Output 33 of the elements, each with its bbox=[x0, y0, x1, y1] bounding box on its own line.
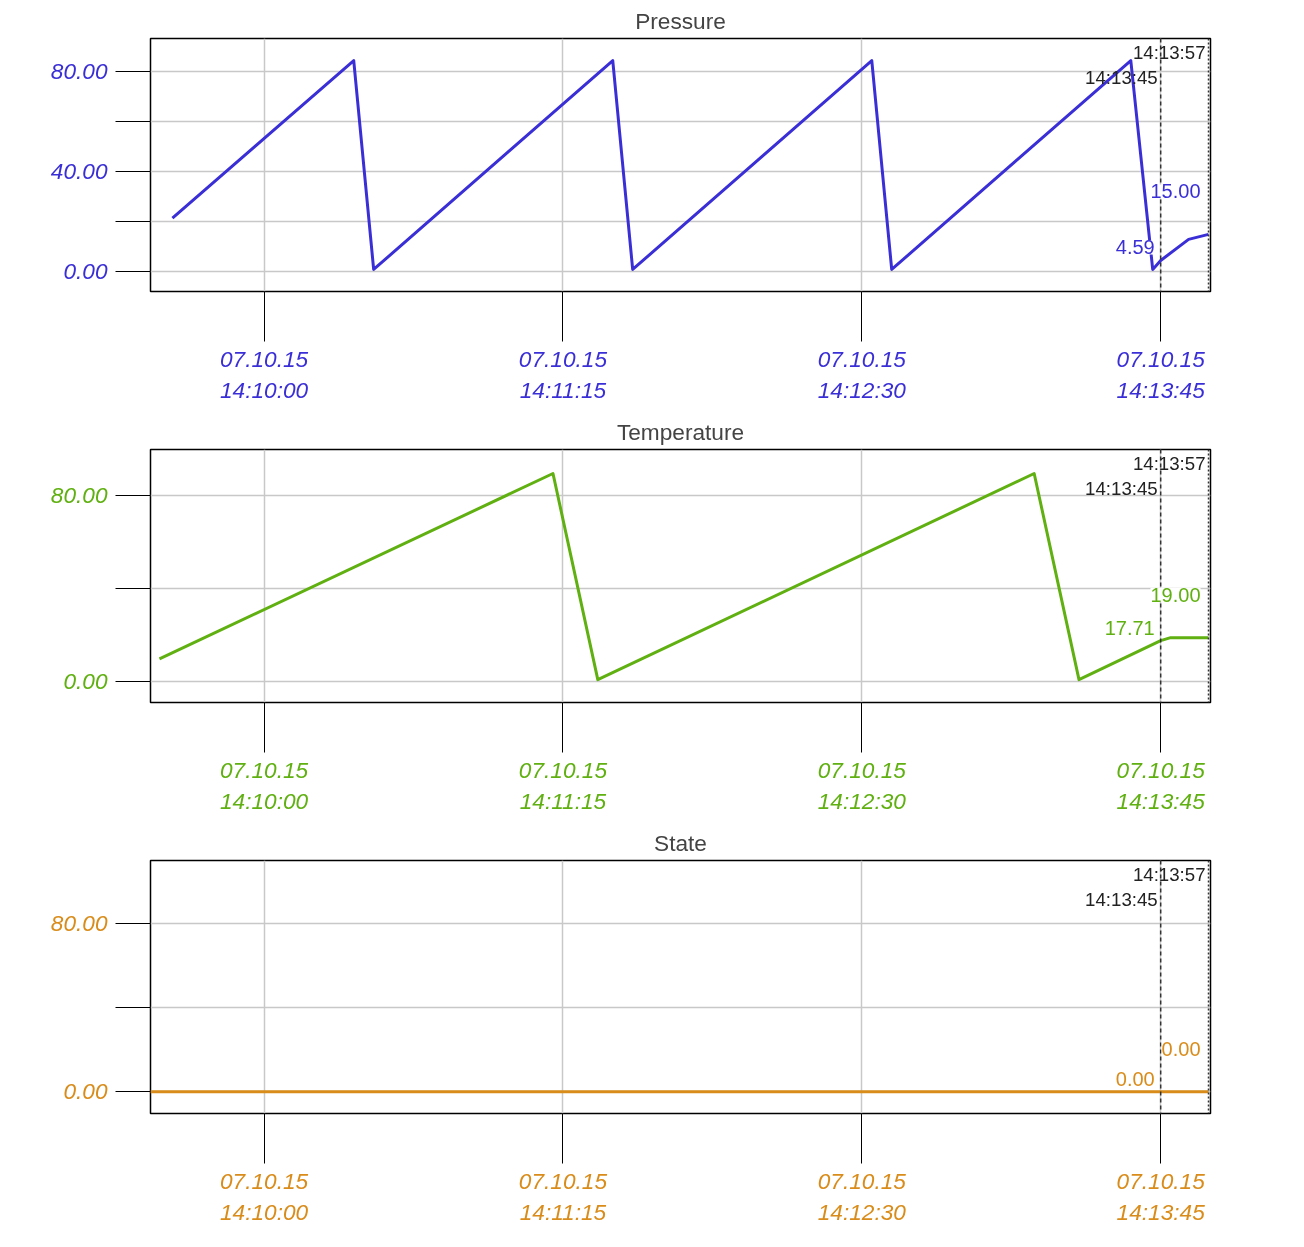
annotation: 17.71 bbox=[1104, 616, 1155, 639]
ref-line-label: 14:13:57 bbox=[1132, 452, 1206, 474]
y-tick-label: 80.00 bbox=[50, 481, 108, 508]
ref-line-label: 14:13:57 bbox=[1132, 41, 1206, 63]
x-tick-label: 07.10.15 14:13:45 bbox=[1116, 756, 1206, 814]
x-tick-label: 07.10.15 14:11:15 bbox=[518, 756, 608, 814]
ref-line-label: 14:13:57 bbox=[1132, 863, 1206, 885]
y-tick-label: 80.00 bbox=[50, 58, 108, 85]
y-tick-label: 0.00 bbox=[63, 258, 108, 285]
x-tick-label: 07.10.15 14:12:30 bbox=[817, 1167, 907, 1225]
x-tick-label: 07.10.15 14:11:15 bbox=[518, 1167, 608, 1225]
y-tick-label: 0.00 bbox=[63, 668, 108, 695]
annotation: 0.00 bbox=[1115, 1067, 1155, 1090]
annotation: 0.00 bbox=[1161, 1037, 1201, 1060]
x-tick-label: 07.10.15 14:10:00 bbox=[219, 756, 309, 814]
ref-line-label: 14:13:45 bbox=[1085, 888, 1158, 910]
annotation: 15.00 bbox=[1150, 180, 1201, 203]
y-tick-label: 40.00 bbox=[50, 158, 108, 185]
chart-title: State bbox=[654, 829, 707, 856]
x-tick-label: 07.10.15 14:10:00 bbox=[219, 1167, 309, 1225]
annotation: 19.00 bbox=[1150, 583, 1201, 606]
ref-line-label: 14:13:45 bbox=[1085, 477, 1158, 499]
y-tick-label: 0.00 bbox=[63, 1078, 108, 1105]
x-tick-label: 07.10.15 14:11:15 bbox=[518, 345, 608, 403]
x-tick-label: 07.10.15 14:13:45 bbox=[1116, 345, 1206, 403]
y-tick-label: 80.00 bbox=[50, 910, 108, 937]
chart-title: Temperature bbox=[616, 418, 745, 445]
x-tick-label: 07.10.15 14:13:45 bbox=[1116, 1167, 1206, 1225]
x-tick-label: 07.10.15 14:12:30 bbox=[817, 345, 907, 403]
x-tick-label: 07.10.15 14:12:30 bbox=[817, 756, 907, 814]
annotation: 4.59 bbox=[1115, 236, 1155, 259]
x-tick-label: 07.10.15 14:10:00 bbox=[219, 345, 309, 403]
chart-title: Pressure bbox=[635, 7, 726, 34]
